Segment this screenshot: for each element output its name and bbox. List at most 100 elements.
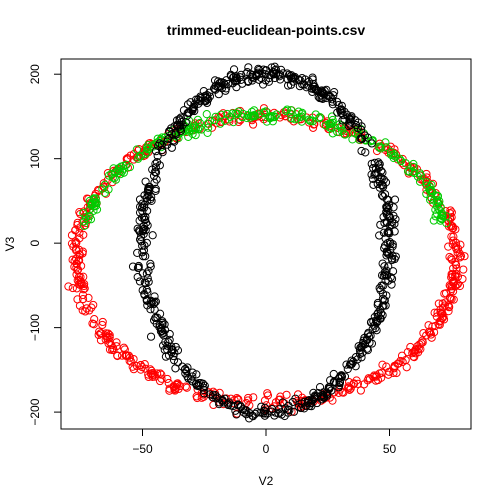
data-point	[210, 84, 219, 93]
data-point	[309, 79, 318, 89]
data-point	[75, 275, 84, 284]
data-point	[216, 119, 225, 128]
data-point	[384, 212, 393, 221]
data-point	[148, 297, 157, 306]
data-point	[367, 339, 377, 348]
data-point	[89, 300, 98, 310]
x-axis-label: V2	[259, 474, 274, 488]
data-point	[229, 65, 239, 74]
y-axis: −200 −100 0 100 200	[28, 64, 62, 426]
data-point	[193, 125, 203, 134]
data-point	[340, 372, 350, 381]
data-point	[125, 353, 134, 362]
data-point	[242, 69, 251, 78]
data-point	[232, 83, 241, 92]
data-point	[270, 73, 279, 83]
data-point	[141, 177, 150, 186]
data-point	[226, 72, 236, 81]
data-point	[200, 389, 209, 398]
data-point	[374, 158, 383, 167]
data-point	[339, 111, 348, 120]
data-point	[447, 294, 456, 304]
data-point	[251, 111, 260, 121]
data-point	[75, 301, 85, 310]
data-point	[125, 356, 134, 366]
data-point	[179, 106, 189, 115]
data-point	[441, 289, 451, 298]
data-point	[301, 401, 311, 411]
data-point	[422, 189, 431, 199]
data-point	[165, 127, 174, 136]
data-point	[105, 345, 115, 354]
data-point	[232, 410, 241, 419]
data-point	[155, 139, 164, 148]
data-point	[156, 324, 165, 333]
data-point	[151, 184, 160, 193]
data-point	[64, 282, 73, 291]
data-point	[398, 357, 407, 367]
data-point	[153, 369, 162, 378]
data-point	[140, 360, 149, 369]
data-point	[100, 180, 110, 189]
data-point	[142, 295, 151, 304]
data-point	[116, 170, 125, 179]
data-point	[91, 198, 100, 207]
data-point	[389, 203, 398, 212]
data-point	[376, 144, 385, 153]
data-point	[409, 159, 418, 169]
data-point	[139, 213, 148, 222]
data-point	[346, 121, 355, 130]
data-point	[104, 329, 113, 338]
data-point	[260, 407, 269, 416]
y-tick-label: 0	[28, 239, 42, 246]
data-point	[182, 383, 191, 392]
data-point	[310, 391, 320, 400]
data-point	[440, 301, 449, 310]
data-point	[453, 279, 463, 289]
data-point	[357, 125, 366, 134]
data-point	[133, 272, 142, 282]
data-point	[406, 342, 415, 352]
data-point	[263, 389, 272, 398]
data-point	[295, 82, 304, 91]
data-point	[266, 70, 275, 80]
data-point	[377, 271, 387, 280]
data-point	[357, 122, 366, 131]
data-point	[382, 210, 391, 219]
data-point	[269, 67, 278, 77]
data-point	[307, 399, 316, 408]
data-point	[378, 360, 387, 369]
data-point	[90, 315, 99, 324]
data-point	[135, 277, 145, 286]
data-point	[155, 320, 164, 330]
data-point	[222, 76, 231, 85]
data-point	[177, 117, 186, 127]
data-point	[176, 126, 186, 135]
data-point	[380, 296, 389, 305]
data-point	[151, 159, 160, 168]
data-point	[215, 79, 224, 88]
data-point	[155, 376, 165, 386]
data-point	[329, 91, 338, 100]
data-point	[446, 282, 455, 291]
data-point	[146, 262, 155, 271]
data-point	[447, 255, 457, 264]
data-point	[283, 105, 292, 114]
data-point	[402, 363, 411, 372]
data-point	[155, 161, 164, 170]
data-point	[71, 237, 80, 246]
data-point	[322, 388, 331, 397]
data-point	[93, 185, 103, 195]
data-point	[401, 159, 410, 168]
data-point	[270, 62, 279, 71]
data-point	[360, 340, 369, 349]
data-point	[249, 120, 258, 129]
data-point	[270, 402, 279, 411]
data-point	[104, 171, 113, 180]
data-point	[235, 73, 245, 82]
data-point	[382, 271, 392, 280]
data-point	[409, 162, 418, 172]
data-point	[282, 390, 291, 399]
data-point	[392, 368, 401, 378]
data-point	[354, 342, 363, 351]
